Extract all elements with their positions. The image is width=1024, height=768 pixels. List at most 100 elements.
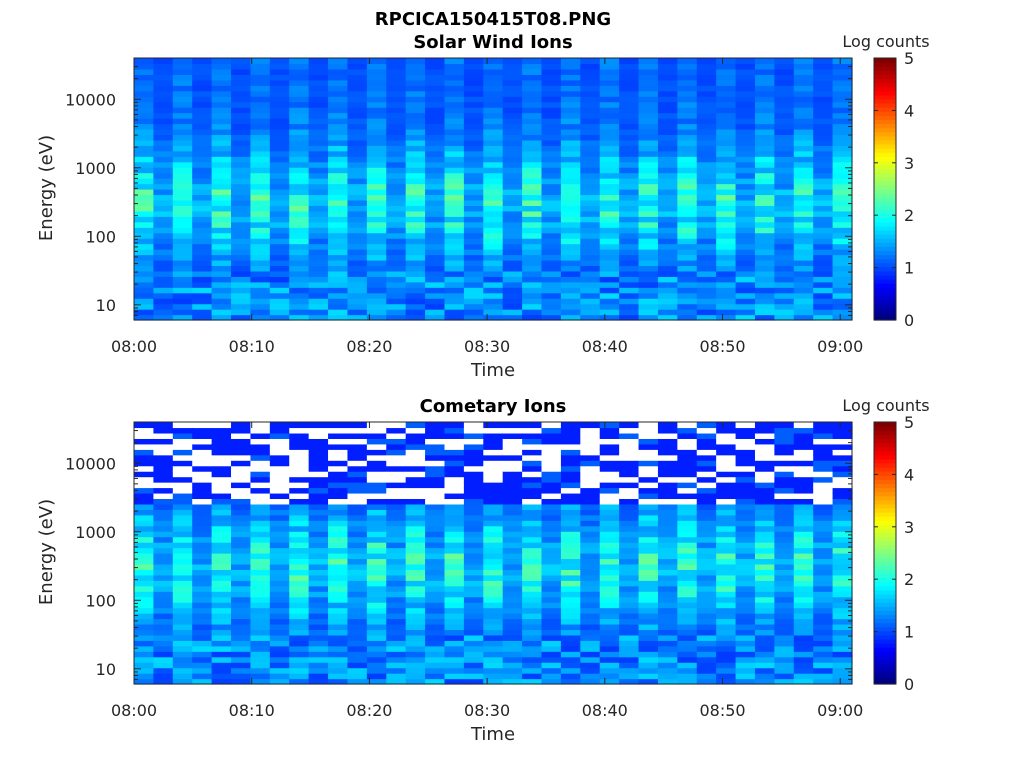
heatmap-cell	[425, 309, 446, 316]
heatmap-cell	[716, 454, 737, 461]
heatmap-cell	[560, 232, 581, 239]
heatmap-cell	[832, 199, 853, 206]
heatmap-cell	[657, 128, 678, 136]
heatmap-cell	[541, 563, 562, 570]
heatmap-cell	[269, 172, 290, 179]
heatmap-cell	[153, 591, 174, 598]
heatmap-cell	[541, 596, 562, 603]
heatmap-cell	[405, 205, 426, 212]
heatmap-cell	[619, 63, 640, 70]
heatmap-cell	[366, 107, 387, 114]
heatmap-cell	[405, 580, 426, 587]
heatmap-cell	[813, 503, 834, 510]
heatmap-cell	[502, 303, 523, 310]
heatmap-cell	[696, 596, 717, 603]
heatmap-cell	[599, 492, 620, 500]
heatmap-cell	[211, 525, 232, 532]
heatmap-cell	[619, 183, 640, 190]
heatmap-cell	[444, 216, 465, 223]
heatmap-cell	[541, 205, 562, 212]
heatmap-cell	[677, 553, 698, 560]
heatmap-cell	[483, 221, 504, 228]
heatmap-cell	[172, 183, 193, 190]
heatmap-cell	[172, 673, 193, 680]
heatmap-cell	[522, 101, 543, 108]
heatmap-cell	[250, 607, 271, 614]
heatmap-cell	[386, 232, 407, 239]
heatmap-cell	[793, 194, 814, 201]
heatmap-cell	[502, 74, 523, 81]
heatmap-cell	[386, 422, 407, 429]
heatmap-cell	[425, 563, 446, 570]
heatmap-cell	[153, 178, 174, 185]
heatmap-cell	[153, 542, 174, 549]
heatmap-cell	[619, 482, 640, 489]
heatmap-cell	[793, 249, 814, 256]
heatmap-cell	[657, 574, 678, 581]
heatmap-cell	[347, 107, 368, 114]
heatmap-cell	[599, 112, 620, 119]
heatmap-cell	[192, 194, 213, 201]
heatmap-cell	[211, 189, 232, 196]
heatmap-cell	[560, 90, 581, 97]
heatmap-cell	[308, 205, 329, 212]
heatmap-cell	[425, 287, 446, 294]
heatmap-cell	[483, 270, 504, 277]
heatmap-cell	[328, 210, 349, 217]
heatmap-cell	[716, 79, 737, 86]
heatmap-cell	[599, 591, 620, 598]
heatmap-cell	[172, 156, 193, 163]
heatmap-cell	[386, 161, 407, 168]
heatmap-cell	[250, 210, 271, 217]
heatmap-cell	[522, 276, 543, 283]
heatmap-cell	[832, 656, 853, 663]
heatmap-cell	[289, 454, 310, 461]
heatmap-cell	[444, 602, 465, 609]
heatmap-cell	[774, 63, 795, 70]
heatmap-cell	[619, 287, 640, 294]
heatmap-cell	[289, 249, 310, 256]
heatmap-cell	[793, 569, 814, 576]
heatmap-cell	[405, 281, 426, 288]
heatmap-cell	[813, 199, 834, 206]
heatmap-cell	[231, 189, 252, 196]
heatmap-cell	[657, 161, 678, 168]
heatmap-cell	[522, 618, 543, 625]
x-tick-label: 08:10	[229, 337, 275, 356]
heatmap-cell	[832, 112, 853, 119]
heatmap-cell	[696, 651, 717, 658]
heatmap-cell	[502, 574, 523, 581]
heatmap-cell	[619, 613, 640, 620]
heatmap-cell	[231, 542, 252, 549]
heatmap-cell	[832, 558, 853, 565]
heatmap-cell	[754, 96, 775, 103]
heatmap-cell	[366, 287, 387, 294]
heatmap-cell	[483, 303, 504, 310]
heatmap-cell	[289, 673, 310, 680]
heatmap-cell	[444, 427, 465, 434]
heatmap-cell	[793, 167, 814, 174]
heatmap-cell	[560, 454, 581, 461]
heatmap-cell	[463, 74, 484, 81]
heatmap-cell	[793, 58, 814, 65]
heatmap-cell	[328, 216, 349, 223]
heatmap-cell	[754, 74, 775, 81]
heatmap-cell	[444, 634, 465, 641]
heatmap-cell	[754, 487, 775, 494]
heatmap-cell	[793, 314, 814, 321]
colorbar-step	[874, 86, 896, 92]
heatmap-cell	[619, 74, 640, 81]
heatmap-cell	[580, 432, 601, 439]
heatmap-cell	[153, 520, 174, 527]
heatmap-cell	[696, 107, 717, 114]
heatmap-cell	[405, 623, 426, 631]
heatmap-cell	[192, 107, 213, 114]
heatmap-cell	[134, 58, 155, 65]
heatmap-cell	[425, 101, 446, 108]
heatmap-cell	[231, 449, 252, 456]
heatmap-cell	[696, 249, 717, 256]
heatmap-cell	[231, 640, 252, 647]
heatmap-cell	[192, 656, 213, 663]
heatmap-cell	[793, 68, 814, 75]
heatmap-cell	[774, 498, 795, 505]
